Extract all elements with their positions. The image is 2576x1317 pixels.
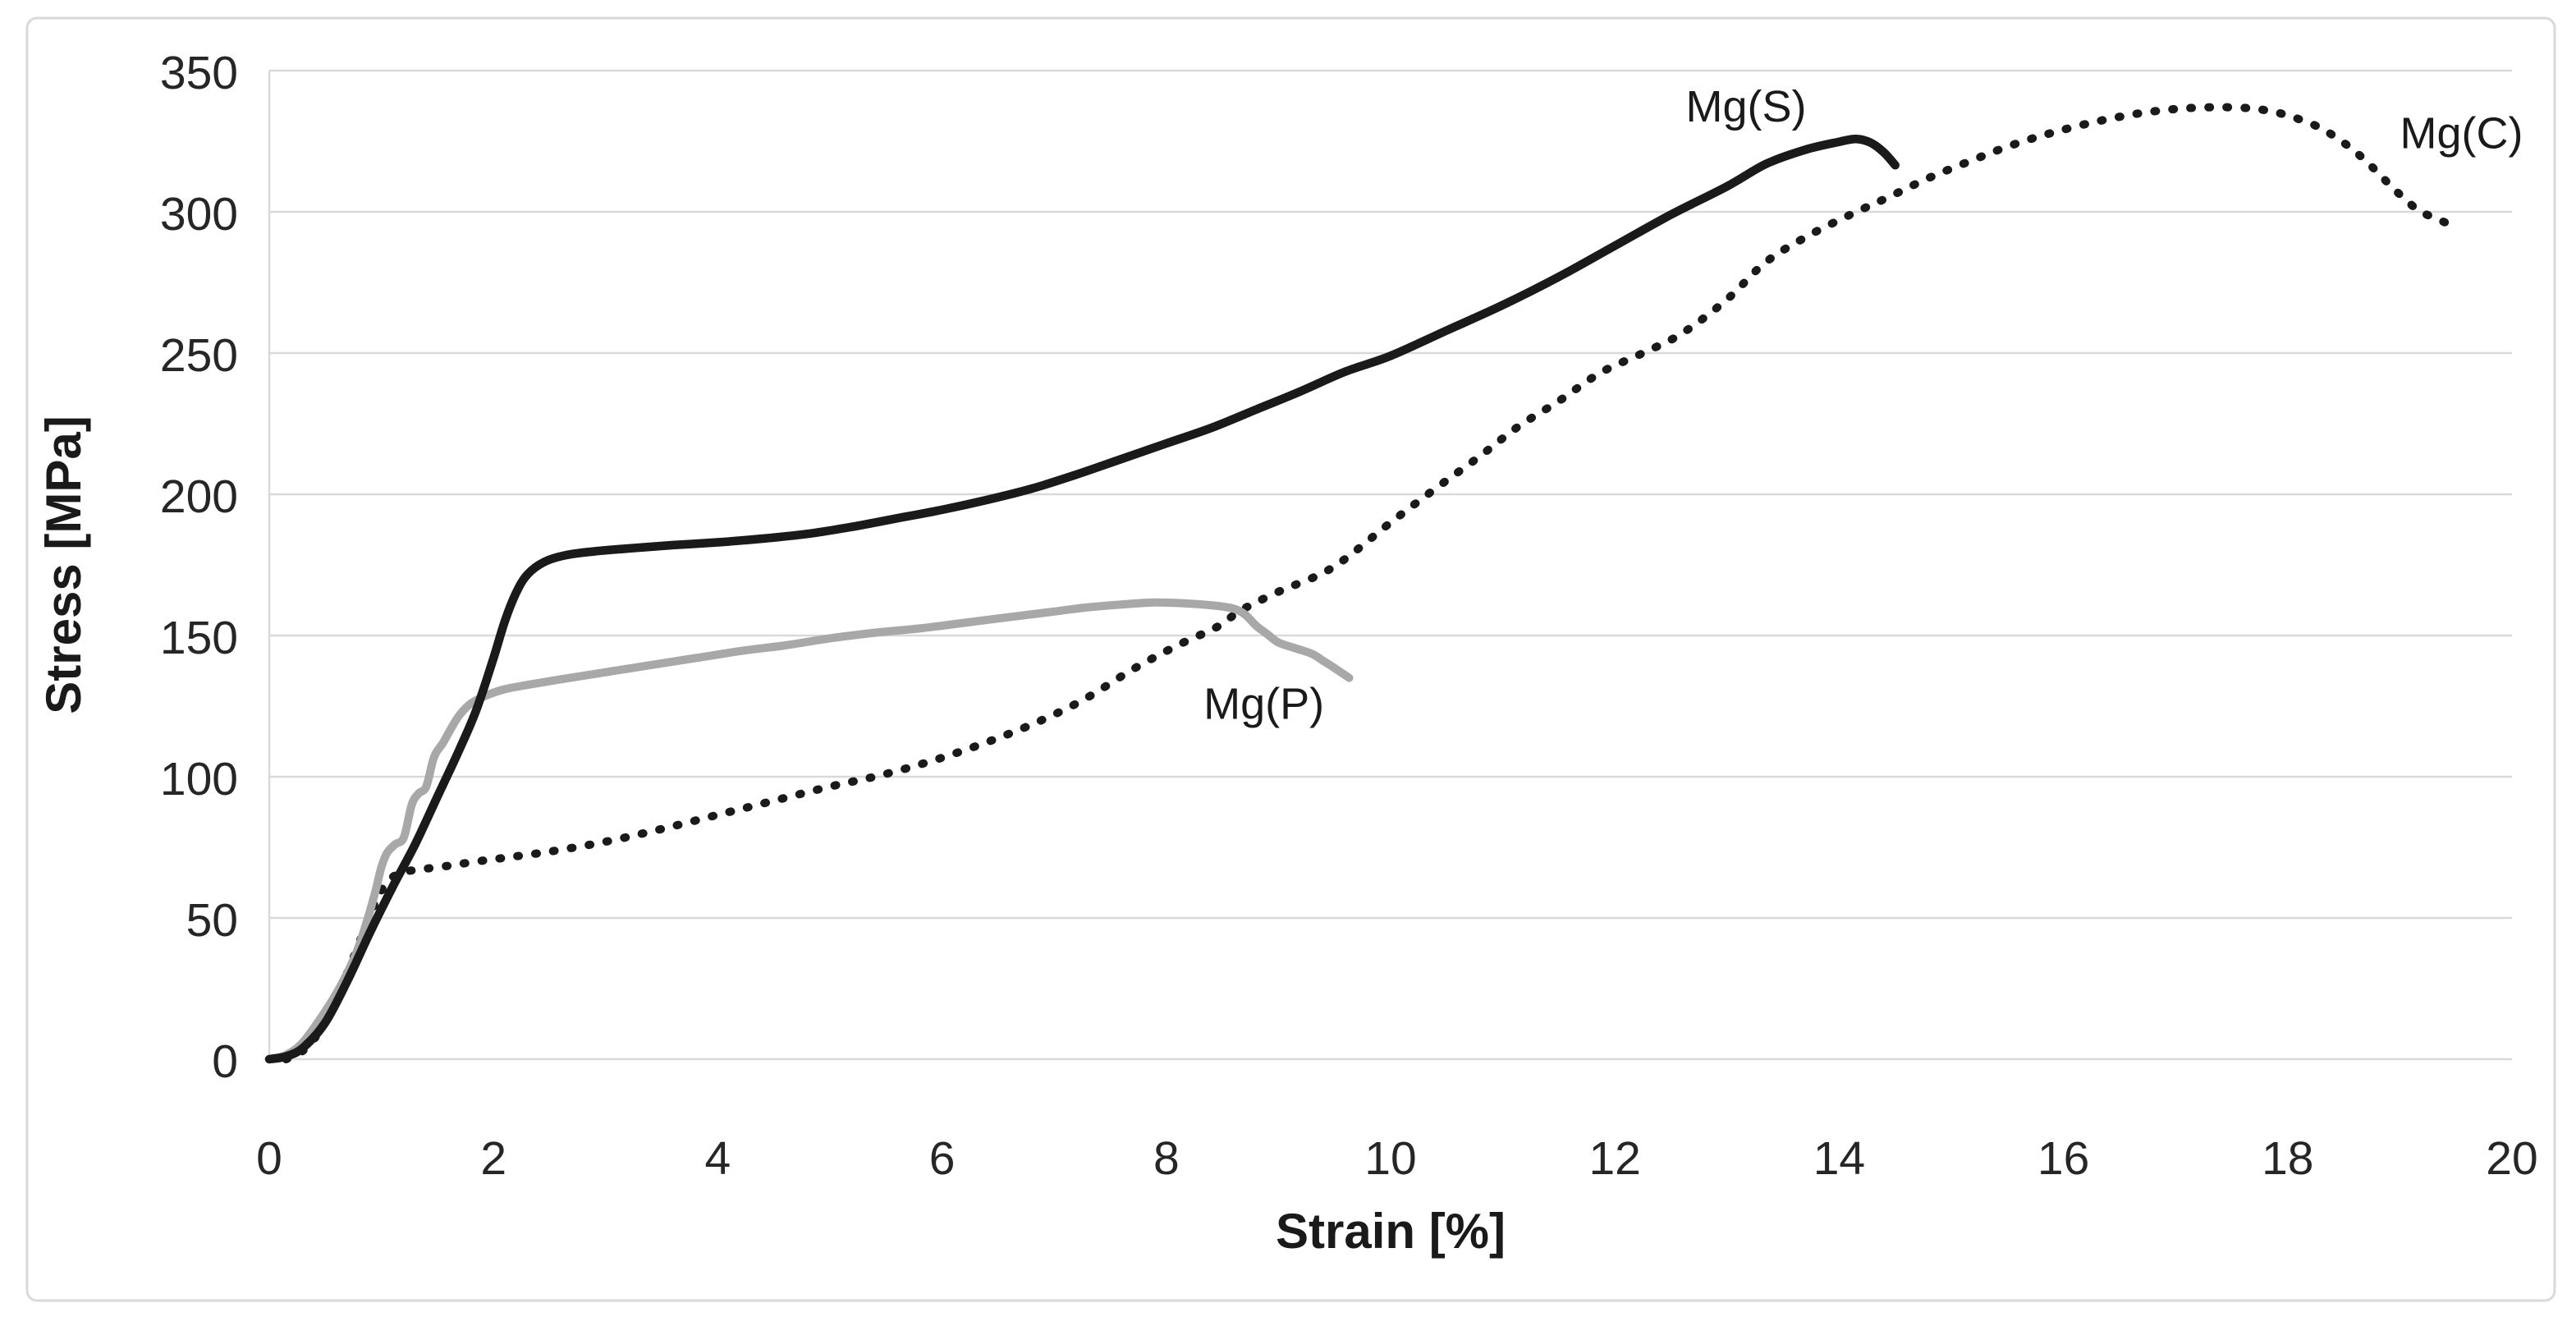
series-path-mg-s xyxy=(264,134,1900,1064)
x-tick-label-4: 4 xyxy=(705,1132,731,1185)
x-tick-label-2: 2 xyxy=(480,1132,506,1185)
tick-labels: 0 50 100 150 200 250 300 350 0 2 4 6 8 10 12 14 16 18 20 xyxy=(160,47,2538,1185)
x-tick-label-18: 18 xyxy=(2262,1132,2313,1185)
series-path-mg-c xyxy=(282,103,2451,1063)
y-tick-label-300: 300 xyxy=(160,188,238,241)
series-paths xyxy=(264,103,2451,1064)
y-tick-label-0: 0 xyxy=(212,1035,238,1088)
series-label-mg-s: Mg(S) xyxy=(1686,82,1807,131)
x-tick-label-0: 0 xyxy=(256,1132,282,1185)
y-axis-title: Stress [MPa] xyxy=(36,415,91,714)
series-path-mg-p xyxy=(265,598,1354,1063)
figure-border xyxy=(25,16,2556,1302)
x-tick-label-10: 10 xyxy=(1364,1132,1416,1185)
x-tick-label-8: 8 xyxy=(1153,1132,1180,1185)
x-axis-title: Strain [%] xyxy=(1276,1204,1506,1259)
x-tick-label-6: 6 xyxy=(929,1132,956,1185)
y-tick-label-250: 250 xyxy=(160,329,238,382)
y-tick-label-200: 200 xyxy=(160,470,238,523)
y-tick-label-350: 350 xyxy=(160,47,238,99)
x-tick-label-12: 12 xyxy=(1588,1132,1640,1185)
series-label-mg-c: Mg(C) xyxy=(2400,109,2523,158)
y-tick-label-100: 100 xyxy=(160,753,238,805)
y-tick-label-50: 50 xyxy=(186,894,238,947)
series-label-mg-p: Mg(P) xyxy=(1203,679,1324,728)
series-labels: Mg(C) Mg(P) Mg(S) xyxy=(1203,82,2523,729)
x-tick-label-14: 14 xyxy=(1813,1132,1865,1185)
y-tick-label-150: 150 xyxy=(160,612,238,664)
x-tick-label-16: 16 xyxy=(2037,1132,2089,1185)
x-tick-label-20: 20 xyxy=(2486,1132,2537,1185)
